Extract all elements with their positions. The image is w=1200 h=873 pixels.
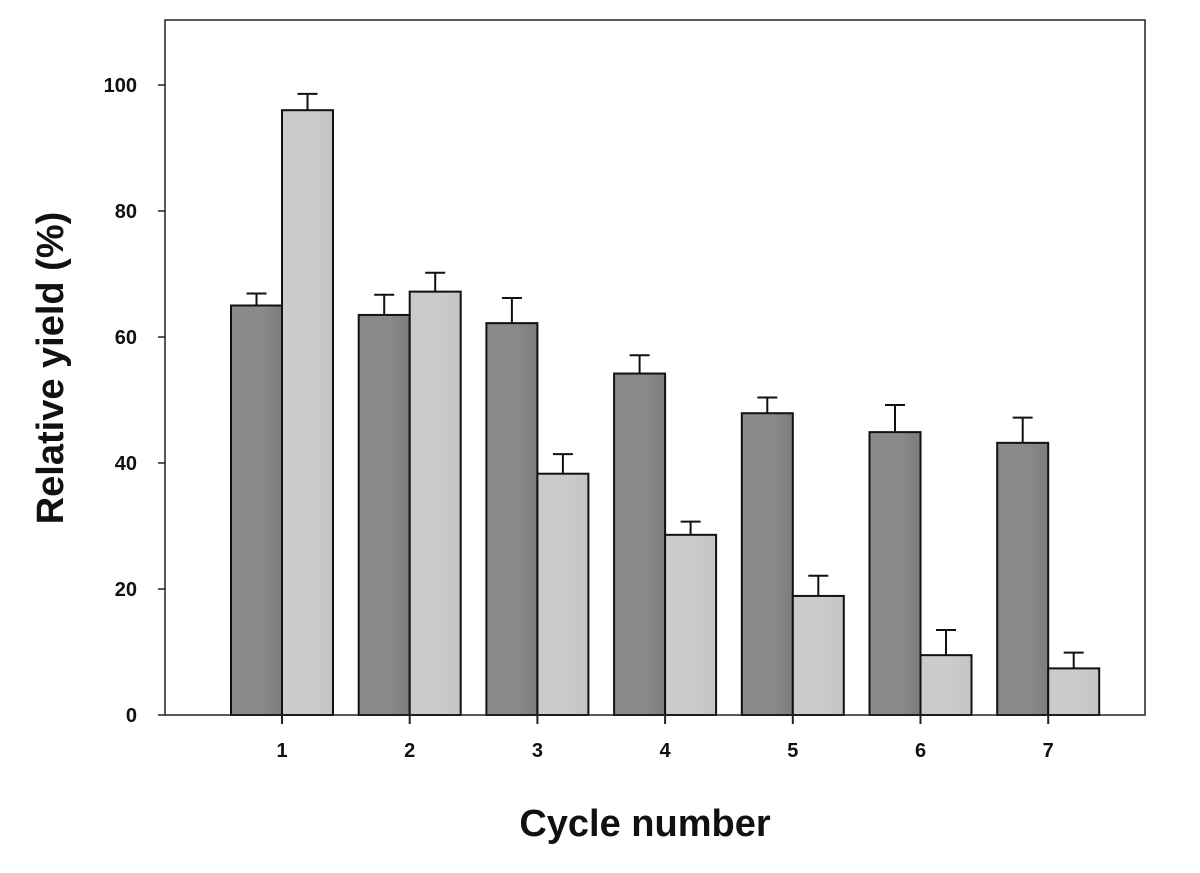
bars-layer	[230, 92, 1101, 717]
x-axis-title: Cycle number	[519, 803, 771, 845]
x-tick-label: 5	[787, 740, 798, 762]
bar-series1-cycle-1	[230, 304, 283, 716]
y-tick-label: 0	[126, 705, 137, 727]
bar-series2-cycle-4	[664, 533, 718, 716]
bar-series1-cycle-5	[740, 412, 794, 716]
bar-series2-cycle-6	[919, 654, 973, 717]
axes-layer: 1 2 3 4 5 6 7 0 20 40 60 80 100	[104, 75, 1054, 762]
bar-series2-cycle-2	[408, 290, 462, 716]
y-tick-label: 60	[115, 327, 137, 349]
bar-series1-cycle-3	[485, 322, 539, 716]
x-tick-label: 2	[404, 740, 415, 762]
y-axis-title: Relative yield (%)	[30, 212, 72, 525]
bar-series1-cycle-6	[868, 431, 922, 716]
bar-series1-cycle-4	[613, 372, 667, 716]
bar-series2-cycle-7	[1047, 667, 1101, 717]
x-tick-label: 6	[915, 740, 926, 762]
plot-frame	[164, 19, 1146, 716]
y-tick-label: 80	[115, 201, 137, 223]
y-tick-label: 20	[115, 579, 137, 601]
x-tick-label: 4	[660, 740, 672, 762]
x-tick-label: 7	[1043, 740, 1054, 762]
bar-series2-cycle-3	[536, 472, 590, 716]
x-tick-label: 3	[532, 740, 543, 762]
bar-series1-cycle-7	[996, 441, 1050, 716]
x-tick-label: 1	[276, 740, 287, 762]
bar-series2-cycle-1	[281, 109, 334, 716]
bar-series1-cycle-2	[357, 313, 411, 716]
y-tick-label: 40	[115, 453, 137, 475]
bar-series2-cycle-5	[791, 594, 845, 716]
y-tick-label: 100	[104, 75, 137, 97]
